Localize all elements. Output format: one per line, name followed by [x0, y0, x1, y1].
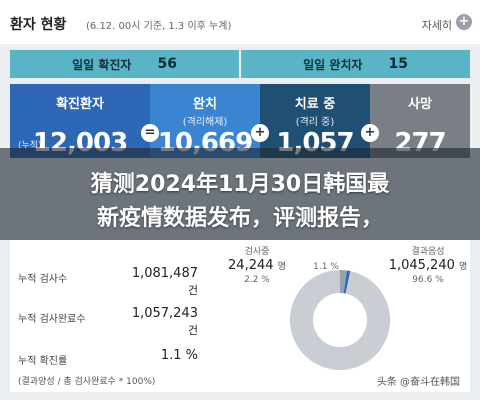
- plus-icon[interactable]: +: [456, 14, 472, 30]
- card-confirmed-prefix: (누적): [18, 141, 42, 151]
- donut-hole: [313, 293, 367, 347]
- card-recovered-sub: (격리해제): [182, 117, 228, 128]
- banner-line-1: 猜测2024年11月30日韩国最: [90, 172, 390, 197]
- test-panel: 누적 검사수 1,081,487 건 누적 검사완료수 1,057,243 건 …: [10, 240, 470, 392]
- banner-text: 猜测2024年11月30日韩国最 新疫情数据发布，评测报告，: [0, 168, 480, 236]
- stat-negative-label: 결과음성: [411, 247, 445, 257]
- daily-bar: 일일 확진자 56 일일 완치자 15: [10, 50, 470, 78]
- summary-cards: 확진환자 (누적) 12,003 완치 (격리해제) 10,669 치료 중 (…: [10, 84, 470, 158]
- test-row: 누적 확진률 1.1 %: [18, 348, 198, 368]
- card-treating: 치료 중 (격리 중) 1,057: [260, 84, 370, 158]
- stat-negative-value: 1,045,240: [388, 258, 455, 273]
- test-donut-chart: [290, 270, 390, 370]
- test-row: 누적 검사수 1,081,487 건: [18, 266, 198, 297]
- test-row-unit: 건: [187, 284, 198, 297]
- stat-negative: 결과음성 1,045,240 명 96.6 %: [388, 244, 468, 285]
- stat-in-test: 검사중 24,244 명 2.2 %: [222, 244, 292, 285]
- card-treating-sub: (격리 중): [295, 117, 335, 128]
- daily-recovered-label: 일일 완치자: [303, 57, 363, 72]
- test-row-label: 누적 확진률: [18, 356, 68, 367]
- test-row-unit: 건: [187, 324, 198, 337]
- card-confirmed-title: 확진환자: [56, 97, 104, 112]
- test-row-label: 누적 검사수: [18, 274, 68, 285]
- page-title: 환자 현황: [10, 17, 67, 33]
- stat-negative-pct: 96.6 %: [412, 275, 444, 285]
- test-row-value: 1,081,487: [131, 266, 198, 281]
- card-recovered: 완치 (격리해제) 10,669: [150, 84, 260, 158]
- stat-in-test-unit: 명: [277, 262, 286, 272]
- page-subtitle: (6.12. 00시 기준, 1.3 이후 누계): [86, 21, 232, 32]
- card-confirmed: 확진환자 (누적) 12,003: [10, 84, 150, 158]
- details-link[interactable]: 자세히: [421, 19, 452, 32]
- equals-icon: =: [141, 124, 159, 142]
- plus-operator-icon: +: [251, 124, 269, 142]
- stat-positive-pct: 1.1 %: [313, 262, 339, 272]
- header: 환자 현황 (6.12. 00시 기준, 1.3 이후 누계) 자세히 +: [0, 0, 480, 44]
- daily-confirmed: 일일 확진자 56: [10, 50, 239, 78]
- daily-recovered-value: 15: [388, 56, 408, 72]
- stat-in-test-label: 검사중: [244, 247, 270, 257]
- stat-positive: 1.1 %: [306, 260, 346, 272]
- card-recovered-title: 완치: [193, 97, 217, 112]
- card-deaths: 사망 277: [370, 84, 470, 158]
- test-row-label: 누적 검사완료수: [18, 314, 86, 325]
- stat-in-test-pct: 2.2 %: [244, 275, 270, 285]
- watermark: 头条 @奋斗在韩国: [376, 377, 460, 388]
- card-treating-title: 치료 중: [294, 97, 336, 112]
- footnote: (결과양성 / 총 검사완료수 * 100%): [18, 377, 156, 387]
- banner-line-2: 新疫情数据发布，评测报告，: [96, 206, 383, 231]
- card-deaths-title: 사망: [408, 97, 432, 112]
- test-row: 누적 검사완료수 1,057,243 건: [18, 306, 198, 337]
- test-row-value: 1.1 %: [160, 348, 198, 363]
- stat-in-test-value: 24,244: [228, 258, 274, 273]
- stat-negative-unit: 명: [459, 262, 468, 272]
- plus-operator-icon: +: [361, 124, 379, 142]
- daily-confirmed-label: 일일 확진자: [72, 57, 132, 72]
- test-row-value: 1,057,243: [131, 306, 198, 321]
- daily-confirmed-value: 56: [157, 56, 177, 72]
- daily-recovered: 일일 완치자 15: [239, 50, 470, 78]
- title-banner: 猜测2024年11月30日韩国最 新疫情数据发布，评测报告，: [0, 148, 480, 240]
